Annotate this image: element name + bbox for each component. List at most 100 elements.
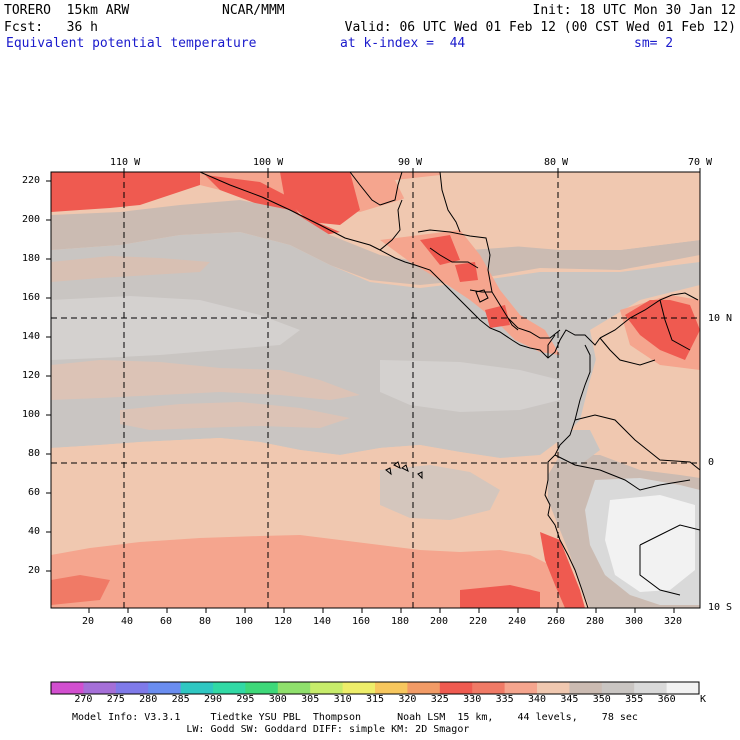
- colorbar-swatch: [601, 682, 635, 694]
- colorbar-frame: [50, 681, 700, 695]
- x-tick-label: 80: [199, 616, 212, 627]
- colorbar-swatch: [472, 682, 506, 694]
- coast-yucatan-east: [439, 172, 461, 233]
- x-tick-label: 100: [235, 616, 254, 627]
- x-tick-label: 240: [508, 616, 527, 627]
- colorbar-swatch: [375, 682, 408, 694]
- colorbar-label: 355: [625, 694, 644, 705]
- colorbar-swatch: [277, 682, 311, 694]
- lat-label: 10 N: [708, 313, 733, 324]
- colorbar-label: 285: [171, 694, 190, 705]
- colorbar-label: 305: [301, 694, 320, 705]
- x-tick-label: 260: [547, 616, 566, 627]
- colorbar-swatch: [83, 682, 117, 694]
- graticule: [51, 172, 700, 608]
- y-tick-label: 60: [28, 487, 41, 498]
- y-tick-label: 220: [22, 175, 41, 186]
- colorbar-label: 315: [365, 694, 385, 705]
- colorbar-swatch: [569, 682, 603, 694]
- center-title: NCAR/MMM: [222, 3, 285, 18]
- x-tick-label: 20: [82, 616, 95, 627]
- y-tick-label: 40: [28, 526, 41, 537]
- colorbar-swatch: [666, 682, 700, 694]
- x-tick-label: 320: [664, 616, 683, 627]
- field-streak-2: [120, 402, 350, 430]
- y-tick-label: 160: [22, 292, 41, 303]
- colorbar-label: 275: [106, 694, 125, 705]
- colorbar-label: 295: [236, 694, 255, 705]
- x-tick-label: 140: [313, 616, 332, 627]
- colorbar-swatch: [115, 682, 149, 694]
- smoothing: sm= 2: [634, 36, 674, 51]
- x-tick-label: 300: [625, 616, 644, 627]
- field-salmon-south: [51, 535, 580, 608]
- colorbar-swatch: [213, 682, 246, 694]
- colorbar-swatch: [537, 682, 570, 694]
- colorbar-label: 360: [657, 694, 676, 705]
- lat-label: 0: [708, 457, 715, 468]
- lon-label: 110 W: [110, 157, 141, 168]
- colorbar-label: 300: [268, 694, 287, 705]
- border-3: [469, 289, 492, 293]
- x-tick-label: 120: [274, 616, 293, 627]
- galapagos-2: [401, 464, 409, 472]
- field-red-south-mid: [460, 585, 540, 608]
- model-info: Model Info: V3.3.1 Tiedtke YSU PBL Thomp…: [72, 712, 638, 723]
- y-axis-ticks: [46, 180, 51, 572]
- init-time: Init: 18 UTC Mon 30 Jan 12: [532, 3, 737, 18]
- x-tick-label: 200: [430, 616, 449, 627]
- lat-label: 10 S: [708, 602, 733, 613]
- colorbar-swatch: [245, 682, 279, 694]
- coast-colombia: [599, 292, 699, 339]
- x-tick-label: 180: [391, 616, 410, 627]
- border-6: [574, 414, 700, 471]
- field-caribbean: [470, 180, 700, 250]
- colorbar-label: 280: [139, 694, 158, 705]
- field-ca-red-1: [420, 235, 460, 265]
- coast-mexico: [199, 172, 601, 359]
- x-axis-ticks: [88, 608, 675, 613]
- border-4: [507, 317, 519, 331]
- field-streak-1: [51, 360, 360, 400]
- colorbar-swatch: [310, 682, 344, 694]
- border-5: [547, 334, 556, 358]
- border-10: [599, 337, 656, 366]
- physics-info: LW: Godd SW: Goddard DIFF: simple KM: 2D…: [72, 724, 470, 735]
- galapagos-3: [385, 467, 392, 476]
- field-peach-south: [51, 438, 540, 548]
- colorbar-swatch: [148, 682, 182, 694]
- y-tick-label: 100: [22, 409, 41, 420]
- colorbar-label: 270: [74, 694, 93, 705]
- x-tick-label: 220: [469, 616, 488, 627]
- colorbar-label: 345: [560, 694, 579, 705]
- model-title: TORERO 15km ARW: [4, 3, 130, 18]
- coast-pacific-sa: [544, 344, 591, 608]
- colorbar-label: 330: [463, 694, 482, 705]
- border-11: [659, 299, 691, 351]
- x-tick-label: 160: [352, 616, 371, 627]
- field-amazon-white: [605, 495, 695, 592]
- y-tick-label: 200: [22, 214, 41, 225]
- field-gray-light-2: [380, 360, 560, 412]
- field-band-1: [51, 200, 700, 285]
- colorbar-swatch: [342, 682, 376, 694]
- field-ca-salmon: [380, 230, 560, 355]
- field-red-north: [51, 172, 200, 212]
- field-red-peru: [540, 532, 585, 608]
- x-tick-label: 280: [586, 616, 605, 627]
- colorbar-swatch: [634, 682, 668, 694]
- lon-label: 80 W: [544, 157, 569, 168]
- colorbar-label: 310: [333, 694, 352, 705]
- field-ca-red-2: [455, 262, 478, 282]
- border-9: [639, 545, 681, 596]
- field-gray-patch: [380, 465, 500, 520]
- lon-label: 90 W: [398, 157, 423, 168]
- border-7: [554, 454, 691, 491]
- coast-yucatan: [349, 172, 403, 206]
- border-1: [379, 199, 403, 251]
- colorbar: [50, 681, 700, 695]
- x-tick-label: 40: [121, 616, 134, 627]
- colorbar-swatch: [407, 682, 441, 694]
- field-red-south-left: [51, 575, 110, 605]
